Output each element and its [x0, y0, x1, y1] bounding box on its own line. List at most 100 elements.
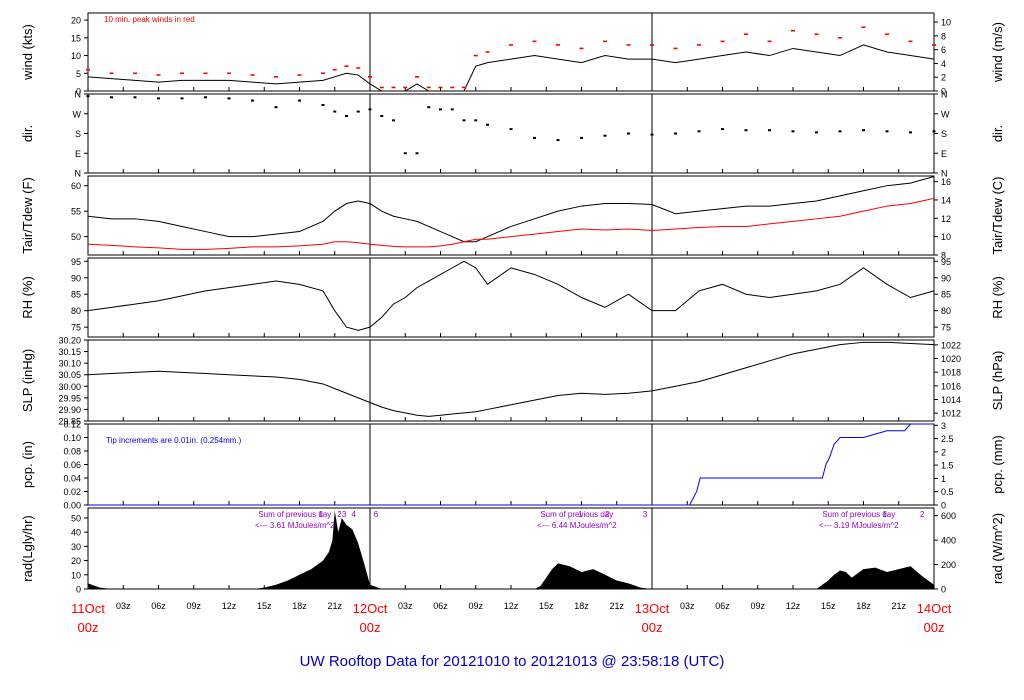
- rh-left-axis-label: RH (%): [20, 276, 35, 319]
- dir-point: [862, 129, 865, 132]
- dir-right-tick-label: N: [941, 169, 948, 179]
- temp-Tair-line: [87, 176, 935, 243]
- rad-sum-annotation: Sum of previous day: [822, 510, 895, 519]
- temp-right-tick-label: 16: [941, 177, 951, 187]
- rad-marker: 1: [578, 510, 583, 519]
- temp-right-tick-label: 12: [941, 214, 951, 224]
- rad-right-tick-label: 600: [941, 511, 956, 521]
- slp-right-axis-label: SLP (hPa): [990, 351, 1005, 411]
- day-label: 11Oct: [71, 601, 105, 616]
- wind-peak-mark: [321, 72, 325, 75]
- wind-peak-mark: [250, 74, 255, 76]
- dir-point: [356, 110, 360, 113]
- wind-peak-mark: [356, 67, 361, 69]
- temp-right-axis-label: Tair/Tdew (C): [990, 176, 1005, 254]
- wind-peak-mark: [203, 72, 208, 75]
- rad-left-axis-label: rad(Lgly/hr): [20, 515, 35, 581]
- time-tick-label: 18z: [574, 601, 589, 611]
- wind-peak-mark: [391, 86, 396, 89]
- time-tick-label: 21z: [891, 601, 906, 611]
- wind-left-tick-label: 0: [76, 87, 81, 97]
- temp-left-axis-label: Tair/Tdew (F): [20, 177, 35, 254]
- rad-sum-annotation: Sum of previous day: [258, 510, 331, 519]
- dir-point: [509, 128, 513, 131]
- time-tick-label: 15z: [257, 601, 272, 611]
- wind-peak-mark: [814, 33, 819, 36]
- dir-point: [580, 136, 583, 139]
- time-tick-label: 15z: [821, 601, 836, 611]
- wind-annotation: 10 min. peak winds in red: [104, 15, 195, 24]
- dir-point: [133, 96, 137, 99]
- wind-right-tick-label: 10: [941, 18, 951, 28]
- dir-point: [427, 106, 431, 109]
- dir-point: [392, 119, 395, 122]
- dir-point: [298, 99, 301, 102]
- wind-peak-mark: [485, 51, 490, 53]
- dir-point: [486, 123, 489, 126]
- time-tick-label: 18z: [292, 601, 307, 611]
- rh-right-tick-label: 75: [941, 323, 951, 333]
- time-tick-label: 03z: [116, 601, 131, 611]
- dir-point: [474, 119, 478, 122]
- rad-sum-annotation: Sum of previous day: [540, 510, 613, 519]
- rad-marker: 2: [605, 510, 610, 519]
- wind-peak-mark: [720, 40, 725, 43]
- time-tick-label: 12z: [222, 601, 237, 611]
- pcp-left-tick-label: 0.08: [63, 447, 81, 457]
- wind-left-tick-label: 5: [76, 69, 81, 79]
- dir-point: [697, 130, 701, 133]
- slp-left-tick-label: 30.10: [58, 359, 81, 369]
- wind-left-tick-label: 10: [71, 51, 81, 61]
- rad-marker: 3: [342, 510, 347, 519]
- pcp-right-tick-label: 2.5: [941, 434, 954, 444]
- dir-point: [533, 136, 536, 139]
- dir-point: [180, 97, 184, 100]
- wind-peak-mark: [415, 76, 419, 78]
- dir-right-axis-label: dir.: [990, 125, 1005, 142]
- rh-right-tick-label: 85: [941, 290, 951, 300]
- dir-left-tick-label: N: [75, 90, 82, 100]
- wind-peak-mark: [767, 40, 772, 43]
- rh-left-tick-label: 80: [71, 306, 81, 316]
- wind-peak-mark: [885, 33, 889, 36]
- time-tick-label: 21z: [327, 601, 342, 611]
- time-tick-label: 21z: [609, 601, 624, 611]
- dir-right-tick-label: E: [941, 149, 947, 159]
- temp-right-tick-label: 14: [941, 195, 951, 205]
- dir-point: [674, 132, 677, 135]
- dir-point: [333, 110, 337, 113]
- dir-point: [415, 152, 419, 155]
- wind-right-tick-label: 6: [941, 45, 946, 55]
- dir-point: [932, 130, 936, 133]
- wind-peak-mark: [509, 44, 513, 46]
- dir-right-tick-label: N: [941, 90, 948, 100]
- pcp-right-axis-label: pcp. (mm): [990, 435, 1005, 494]
- dir-point: [86, 95, 90, 98]
- pcp-left-tick-label: 0.06: [63, 460, 81, 470]
- dir-point: [838, 130, 842, 133]
- dir-point: [345, 114, 348, 117]
- temp-left-tick-label: 55: [71, 207, 81, 217]
- pcp-right-tick-label: 1: [941, 474, 946, 484]
- dir-point: [321, 103, 325, 106]
- slp-left-tick-label: 29.85: [58, 417, 81, 427]
- wind-right-tick-label: 0: [941, 87, 946, 97]
- rh-left-tick-label: 85: [71, 290, 81, 300]
- wind-peak-mark: [838, 37, 842, 39]
- slp-left-tick-label: 29.95: [58, 393, 81, 403]
- wind-right-tick-label: 8: [941, 31, 946, 41]
- rad-marker: 3: [643, 510, 648, 519]
- wind-peak-mark: [133, 72, 137, 75]
- wind-peak-mark: [579, 47, 584, 50]
- wind-peak-mark: [697, 44, 701, 46]
- pcp-left-tick-label: 0.02: [63, 487, 81, 497]
- rh-frame: [87, 257, 935, 338]
- rad-right-tick-label: 200: [941, 560, 956, 570]
- dir-left-tick-label: S: [75, 129, 81, 139]
- pcp-right-tick-label: 1.5: [941, 461, 954, 471]
- rad-right-axis-label: rad (W/m^2): [990, 513, 1005, 584]
- wind-peak-mark: [556, 44, 560, 46]
- rh-right-tick-label: 95: [941, 257, 951, 267]
